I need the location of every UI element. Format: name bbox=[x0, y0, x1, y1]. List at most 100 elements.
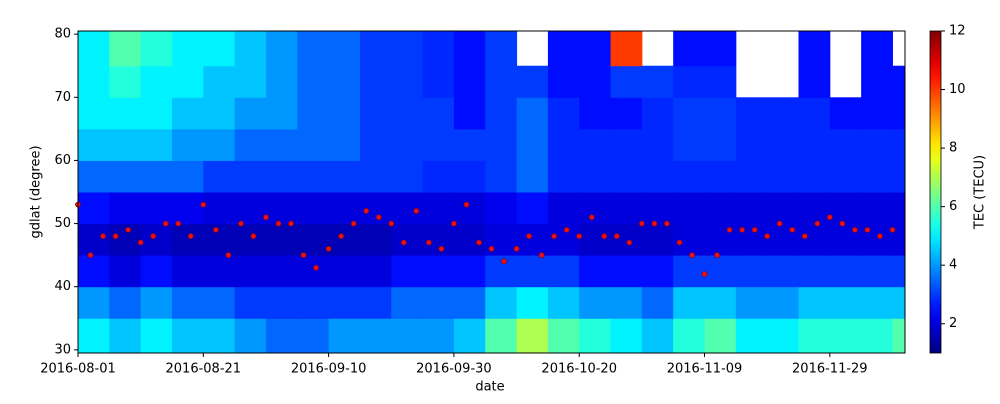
heat-cell bbox=[579, 65, 612, 98]
heat-cell bbox=[673, 31, 706, 67]
heat-cell bbox=[328, 97, 361, 130]
heat-cell bbox=[109, 223, 142, 256]
heat-cell bbox=[641, 160, 674, 193]
point bbox=[451, 220, 457, 227]
heat-cell bbox=[453, 31, 486, 67]
heat-cell bbox=[234, 160, 267, 193]
heat-cell bbox=[610, 31, 643, 67]
heat-cell bbox=[297, 255, 330, 288]
heat-cell bbox=[265, 318, 298, 354]
heat-cell bbox=[861, 255, 893, 288]
heat-cell bbox=[78, 65, 110, 98]
heat-cell bbox=[516, 318, 549, 354]
heat-cell bbox=[547, 65, 580, 98]
heat-cell bbox=[328, 31, 361, 67]
heat-cell bbox=[735, 318, 768, 354]
point bbox=[501, 258, 507, 265]
y-tick-label: 50 bbox=[54, 216, 71, 231]
heat-cell bbox=[704, 97, 737, 130]
point bbox=[100, 233, 106, 240]
heat-cell bbox=[265, 31, 298, 67]
heat-cell bbox=[798, 223, 831, 256]
heat-cell bbox=[579, 286, 612, 319]
point bbox=[438, 245, 445, 252]
heat-cell bbox=[391, 255, 424, 288]
heat-cell bbox=[328, 223, 361, 256]
heat-cell bbox=[798, 31, 831, 67]
point bbox=[325, 245, 332, 252]
heat-cell bbox=[453, 192, 486, 225]
heat-cell bbox=[485, 65, 518, 98]
heat-cell bbox=[234, 192, 267, 225]
y-axis-label: gdlat (degree) bbox=[29, 145, 44, 238]
heat-cell bbox=[673, 65, 706, 98]
heat-cell bbox=[579, 192, 612, 225]
heat-cell bbox=[641, 97, 674, 130]
heat-cell bbox=[829, 318, 862, 354]
heat-cell bbox=[641, 223, 674, 256]
heat-cell bbox=[579, 97, 612, 130]
point bbox=[313, 264, 319, 271]
heat-cell bbox=[767, 318, 799, 354]
heat-cell bbox=[391, 128, 424, 161]
heat-cell bbox=[203, 31, 236, 67]
y-tick-label: 30 bbox=[54, 342, 71, 357]
point bbox=[638, 220, 645, 227]
heat-cell bbox=[171, 223, 204, 256]
heat-cell bbox=[234, 65, 267, 98]
heat-cell bbox=[485, 318, 518, 354]
heat-cell bbox=[485, 31, 518, 67]
heat-cell bbox=[829, 192, 862, 225]
heat-cell bbox=[265, 192, 298, 225]
heat-cell bbox=[328, 255, 361, 288]
heat-cell bbox=[78, 318, 110, 354]
heat-cell bbox=[328, 318, 361, 354]
heat-cell bbox=[391, 31, 424, 67]
heat-cell bbox=[171, 97, 204, 130]
point bbox=[726, 226, 733, 233]
heat-cell bbox=[892, 223, 906, 256]
point bbox=[839, 220, 846, 227]
heat-cell bbox=[735, 255, 768, 288]
heat-cell bbox=[234, 223, 267, 256]
point bbox=[300, 252, 307, 259]
plot-frame bbox=[77, 30, 906, 354]
heat-cell bbox=[203, 97, 236, 130]
heat-cell bbox=[422, 128, 455, 161]
heat-cell bbox=[297, 65, 330, 98]
heat-cell bbox=[359, 97, 392, 130]
point bbox=[225, 252, 232, 259]
point bbox=[413, 208, 420, 214]
heat-cell bbox=[735, 97, 768, 130]
heat-cell bbox=[704, 255, 737, 288]
points bbox=[75, 201, 896, 277]
point bbox=[200, 201, 207, 208]
heat-cell bbox=[516, 255, 549, 288]
heat-cell bbox=[140, 318, 173, 354]
heat-cell bbox=[767, 97, 799, 130]
heat-cell bbox=[641, 65, 674, 98]
point bbox=[664, 220, 670, 227]
heat-cell bbox=[704, 318, 737, 354]
heat-cell bbox=[798, 160, 831, 193]
point bbox=[125, 226, 132, 233]
heat-cell bbox=[485, 192, 518, 225]
heat-cell bbox=[453, 223, 486, 256]
point bbox=[526, 233, 532, 240]
heat-cell bbox=[203, 65, 236, 98]
heat-cell bbox=[516, 65, 549, 98]
point bbox=[275, 220, 282, 227]
x-tick-label: 2016-09-30 bbox=[416, 362, 492, 377]
heat-cell bbox=[297, 286, 330, 319]
point bbox=[187, 233, 194, 240]
heat-cell bbox=[265, 286, 298, 319]
heat-cell bbox=[704, 160, 737, 193]
heat-cell bbox=[171, 318, 204, 354]
heat-cell bbox=[798, 97, 831, 130]
heat-cell bbox=[265, 255, 298, 288]
colorbar-tick-label: 8 bbox=[949, 141, 957, 156]
heat-cell bbox=[892, 192, 906, 225]
colorbar-tick-label: 4 bbox=[949, 258, 957, 273]
heat-cell bbox=[767, 286, 799, 319]
heat-cell bbox=[861, 128, 893, 161]
